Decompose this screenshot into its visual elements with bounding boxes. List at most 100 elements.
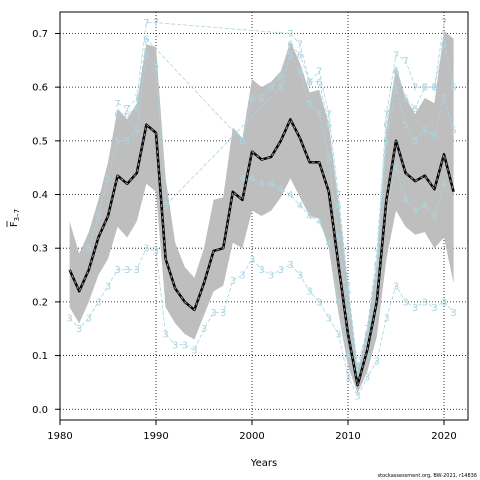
retro-point-4-18: 4 bbox=[412, 206, 418, 217]
retro-point-6-11: 6 bbox=[306, 77, 312, 88]
retro-point-6-24: 6 bbox=[431, 83, 437, 94]
retro-point-7-10: 7 bbox=[335, 190, 341, 201]
retro-point-6-16: 6 bbox=[354, 367, 360, 378]
retro-point-7-7: 7 bbox=[306, 77, 312, 88]
axes: 0.0 0.1 0.2 0.3 0.4 0.5 0.6 0.7 1980 1990 2000 2010… bbox=[32, 29, 457, 442]
retro-point-5-7: 5 bbox=[153, 61, 159, 72]
retro-point-3-19: 3 bbox=[249, 254, 255, 265]
retro-point-3-6: 3 bbox=[124, 265, 130, 276]
retro-point-3-2: 3 bbox=[86, 314, 92, 325]
confidence-band-area bbox=[69, 30, 454, 394]
retro-point-7-6: 7 bbox=[297, 40, 303, 51]
retro-point-5-17: 5 bbox=[354, 373, 360, 384]
retro-point-3-14: 3 bbox=[201, 324, 207, 335]
retro-point-5-22: 5 bbox=[402, 120, 408, 131]
retro-point-3-25: 3 bbox=[306, 287, 312, 298]
retro-point-4-21: 4 bbox=[441, 179, 447, 190]
retro-point-6-17: 6 bbox=[364, 330, 370, 341]
retro-line-7 bbox=[117, 22, 445, 367]
retro-point-5-15: 5 bbox=[335, 233, 341, 244]
credit-text: stockassessment.org, BW-2021, r14836 bbox=[378, 473, 477, 479]
retro-point-3-40: 3 bbox=[450, 308, 456, 319]
y-tick-label-3: 0.3 bbox=[32, 244, 48, 255]
retro-point-3-36: 3 bbox=[412, 303, 418, 314]
retro-point-6-14: 6 bbox=[335, 201, 341, 212]
retro-point-4-14: 4 bbox=[374, 308, 380, 319]
retro-point-3-22: 3 bbox=[278, 265, 284, 276]
retro-point-3-37: 3 bbox=[422, 297, 428, 308]
retro-point-4-19: 4 bbox=[422, 201, 428, 212]
retro-point-6-22: 6 bbox=[412, 104, 418, 115]
retro-point-7-18: 7 bbox=[412, 83, 418, 94]
retro-point-6-25: 6 bbox=[441, 40, 447, 51]
retro-point-3-18: 3 bbox=[239, 271, 245, 282]
x-tick-label-1: 1990 bbox=[143, 431, 168, 442]
retro-line-6 bbox=[117, 37, 454, 372]
retro-point-5-0: 5 bbox=[86, 244, 92, 255]
retro-point-6-23: 6 bbox=[422, 83, 428, 94]
retro-point-6-13: 6 bbox=[326, 120, 332, 131]
retro-point-6-19: 6 bbox=[383, 120, 389, 131]
retro-point-7-19: 7 bbox=[422, 83, 428, 94]
y-axis-title: F3–7 bbox=[6, 209, 21, 227]
retro-point-5-16: 5 bbox=[345, 308, 351, 319]
retro-point-5-1: 5 bbox=[95, 212, 101, 223]
retro-point-4-0: 4 bbox=[239, 174, 245, 185]
retro-point-6-26: 6 bbox=[450, 83, 456, 94]
retro-point-7-15: 7 bbox=[383, 110, 389, 121]
retro-point-4-2: 4 bbox=[258, 179, 264, 190]
retro-point-7-8: 7 bbox=[316, 67, 322, 78]
retro-point-5-25: 5 bbox=[431, 131, 437, 142]
retro-point-3-11: 3 bbox=[172, 340, 178, 351]
retro-point-5-21: 5 bbox=[393, 83, 399, 94]
retro-point-3-21: 3 bbox=[268, 271, 274, 282]
retro-point-6-4: 6 bbox=[239, 136, 245, 147]
retro-point-7-14: 7 bbox=[374, 249, 380, 260]
retro-point-3-33: 3 bbox=[383, 314, 389, 325]
retro-point-6-15: 6 bbox=[345, 287, 351, 298]
retro-point-5-4: 5 bbox=[124, 136, 130, 147]
retro-point-7-13: 7 bbox=[364, 324, 370, 335]
retro-point-7-0: 7 bbox=[114, 99, 120, 110]
y-tick-label-6: 0.6 bbox=[32, 83, 48, 94]
retro-point-3-28: 3 bbox=[335, 330, 341, 341]
retro-point-3-10: 3 bbox=[162, 330, 168, 341]
retro-point-3-39: 3 bbox=[441, 297, 447, 308]
retro-point-6-12: 6 bbox=[316, 77, 322, 88]
retro-point-7-11: 7 bbox=[345, 281, 351, 292]
x-axis-title: Years bbox=[250, 458, 277, 469]
retro-point-4-17: 4 bbox=[402, 195, 408, 206]
y-tick-label-7: 0.7 bbox=[32, 29, 48, 40]
retro-point-3-9: 3 bbox=[153, 246, 159, 257]
retro-point-6-9: 6 bbox=[287, 40, 293, 51]
retro-point-7-5: 7 bbox=[287, 29, 293, 40]
retro-point-6-18: 6 bbox=[374, 260, 380, 271]
plot-frame bbox=[59, 11, 469, 421]
retro-point-4-20: 4 bbox=[431, 212, 437, 223]
retro-point-3-17: 3 bbox=[230, 276, 236, 287]
retro-line-5 bbox=[88, 53, 454, 378]
retro-point-6-5: 6 bbox=[249, 93, 255, 104]
retro-point-5-26: 5 bbox=[441, 93, 447, 104]
retro-point-3-5: 3 bbox=[114, 265, 120, 276]
retro-point-4-9: 4 bbox=[326, 238, 332, 249]
retro-point-7-21: 7 bbox=[441, 18, 447, 29]
retro-point-3-27: 3 bbox=[326, 314, 332, 325]
retro-point-3-12: 3 bbox=[182, 340, 188, 351]
retro-point-3-7: 3 bbox=[134, 265, 140, 276]
retro-point-7-16: 7 bbox=[393, 50, 399, 61]
y-tick-label-2: 0.2 bbox=[32, 297, 48, 308]
retro-point-4-3: 4 bbox=[268, 179, 274, 190]
svg-text:F3–7: F3–7 bbox=[9, 209, 21, 227]
retro-point-5-12: 5 bbox=[306, 99, 312, 110]
retro-point-3-16: 3 bbox=[220, 308, 226, 319]
retro-point-3-38: 3 bbox=[431, 303, 437, 314]
retro-point-7-3: 7 bbox=[143, 18, 149, 29]
retro-point-7-9: 7 bbox=[326, 110, 332, 121]
retro-line-4 bbox=[242, 166, 445, 384]
retro-point-6-20: 6 bbox=[393, 67, 399, 78]
retro-point-4-7: 4 bbox=[306, 212, 312, 223]
retro-point-5-6: 5 bbox=[143, 50, 149, 61]
retro-point-4-8: 4 bbox=[316, 217, 322, 228]
